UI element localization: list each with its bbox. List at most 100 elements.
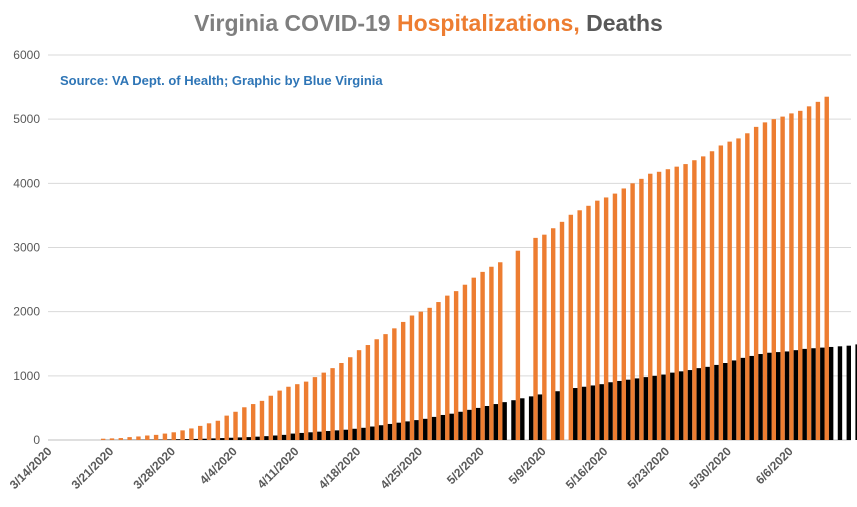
deaths-bar	[175, 439, 181, 440]
hospitalizations-bar	[542, 234, 547, 440]
deaths-bar	[246, 437, 251, 440]
chart-source-note: Source: VA Dept. of Health; Graphic by B…	[60, 73, 383, 88]
hospitalizations-bar	[189, 428, 194, 440]
hospitalizations-bar	[136, 436, 141, 440]
chart-title: Virginia COVID-19 Hospitalizations, Deat…	[0, 10, 857, 37]
hospitalizations-bar	[374, 339, 379, 440]
x-tick-label: 4/18/2020	[316, 444, 364, 492]
deaths-bar	[749, 355, 754, 440]
deaths-bar	[661, 374, 666, 440]
hospitalizations-bar	[586, 205, 591, 440]
deaths-bar	[775, 352, 781, 440]
hospitalizations-bar	[206, 423, 212, 440]
hospitalizations-bar	[498, 262, 503, 440]
deaths-bar	[731, 360, 737, 440]
hospitalizations-bar	[489, 266, 494, 440]
deaths-bar	[334, 430, 340, 440]
deaths-bar	[793, 350, 799, 440]
x-tick-label: 5/9/2020	[506, 444, 549, 487]
hospitalizations-bar	[145, 435, 150, 440]
deaths-bar	[528, 396, 534, 440]
deaths-bar	[484, 405, 490, 440]
deaths-bar	[352, 428, 357, 440]
deaths-bar	[828, 346, 834, 440]
hospitalizations-bar	[383, 334, 388, 440]
deaths-bar	[625, 379, 631, 440]
hospitalizations-bar	[321, 372, 326, 440]
deaths-bar	[317, 431, 322, 440]
deaths-bar	[167, 439, 172, 440]
x-tick-label: 5/23/2020	[625, 444, 673, 492]
deaths-bar	[281, 434, 287, 440]
deaths-bar	[378, 425, 384, 440]
deaths-bar	[370, 426, 375, 440]
x-tick-label: 4/11/2020	[254, 444, 301, 491]
hospitalizations-bar	[162, 433, 168, 440]
hospitalizations-bar	[127, 437, 132, 440]
hospitalizations-bar	[736, 138, 741, 440]
x-tick-label: 6/6/2020	[753, 444, 796, 487]
hospitalizations-bar	[250, 404, 256, 440]
hospitalizations-bar	[745, 133, 750, 441]
deaths-bar	[714, 364, 719, 440]
hospitalizations-bar	[242, 407, 247, 440]
deaths-bar	[475, 407, 481, 440]
deaths-bar	[608, 382, 613, 440]
deaths-bar	[758, 354, 763, 440]
deaths-bar	[511, 400, 516, 440]
x-tick-label: 5/16/2020	[563, 444, 611, 492]
hospitalizations-bar	[286, 386, 291, 440]
deaths-bar	[502, 402, 507, 440]
deaths-bar	[723, 363, 728, 440]
deaths-bar	[184, 439, 190, 440]
hospitalizations-bar	[798, 110, 803, 440]
hospitalizations-bar	[400, 321, 406, 440]
hospitalizations-bar	[815, 101, 821, 440]
deaths-bar	[343, 429, 349, 440]
deaths-bar	[405, 421, 410, 440]
hospitalizations-bar	[533, 237, 538, 440]
deaths-bar	[802, 348, 807, 440]
deaths-bar	[211, 438, 216, 440]
hospitalizations-bar	[709, 151, 715, 440]
hospitalizations-bar	[674, 166, 679, 440]
deaths-bar	[617, 380, 622, 440]
hospitalizations-bar	[109, 438, 115, 440]
y-tick-label-1000: 1000	[13, 369, 40, 383]
deaths-bar	[767, 352, 772, 440]
hospitalizations-bar	[233, 411, 238, 440]
hospitalizations-bar	[295, 384, 300, 440]
deaths-bar	[493, 404, 499, 440]
hospitalizations-bar	[550, 228, 556, 440]
deaths-bar	[273, 435, 278, 440]
hospitalizations-bar	[277, 390, 282, 440]
hospitalizations-bar	[568, 214, 574, 440]
hospitalizations-bar	[409, 315, 415, 440]
deaths-bar	[820, 347, 825, 440]
x-tick-label: 5/30/2020	[686, 444, 734, 492]
hospitalizations-bar	[753, 126, 759, 440]
deaths-bar	[440, 414, 446, 440]
deaths-bar	[458, 411, 463, 440]
deaths-bar	[740, 357, 746, 440]
hospitalizations-bar	[471, 277, 476, 440]
hospitalizations-bar	[630, 183, 635, 441]
hospitalizations-bar	[153, 434, 159, 440]
hospitalizations-bar	[789, 113, 794, 441]
hospitalizations-bar	[445, 295, 450, 440]
hospitalizations-bar	[559, 221, 565, 440]
hospitalizations-bar	[171, 432, 176, 440]
deaths-bar	[590, 385, 596, 440]
hospitalizations-bar	[692, 160, 697, 440]
deaths-bar	[581, 386, 587, 440]
hospitalizations-bar	[727, 141, 732, 440]
deaths-bar	[202, 438, 207, 440]
hospitalizations-bar	[780, 116, 785, 440]
deaths-bar	[634, 378, 640, 440]
deaths-bar	[652, 375, 657, 440]
deaths-bar	[705, 366, 710, 440]
deaths-bar	[670, 372, 675, 440]
deaths-bar	[555, 391, 560, 440]
deaths-bar	[387, 423, 393, 440]
hospitalizations-bar	[118, 438, 124, 440]
